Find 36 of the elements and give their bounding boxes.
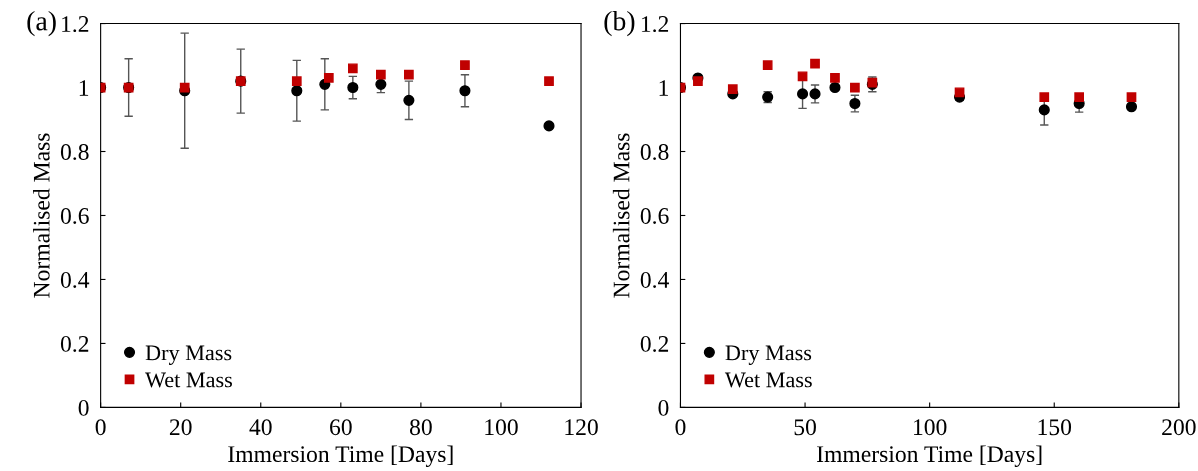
- y-tick-label: 1.2: [62, 16, 89, 33]
- y-tick-label: 0.4: [640, 271, 669, 288]
- y-tick-label: 0.6: [60, 207, 89, 225]
- chart-title: (b): [604, 10, 635, 37]
- x-tick-label: 120: [565, 419, 598, 436]
- legend-label: Dry Mass: [725, 345, 812, 365]
- x-tick-label: 80: [409, 419, 432, 436]
- x-tick-label: 20: [169, 419, 192, 436]
- x-tick-label: 60: [330, 419, 352, 436]
- x-tick-label: 100: [914, 419, 947, 436]
- y-tick-label: 0.4: [60, 271, 90, 288]
- x-tick-label: 50: [794, 419, 816, 436]
- y-tick-label: 1: [659, 80, 668, 96]
- y-tick-label: 1.2: [641, 16, 669, 33]
- x-tick-label: 150: [1038, 419, 1072, 436]
- legend-label: Dry Mass: [145, 345, 232, 365]
- x-axis-title: Immersion Time [Days]: [228, 445, 453, 467]
- y-tick-label: 0.2: [640, 335, 669, 352]
- y-tick-label: 0.6: [640, 207, 669, 225]
- x-tick-label: 200: [1162, 419, 1196, 436]
- legend-label: Wet Mass: [724, 372, 812, 388]
- x-tick-label: 0: [675, 419, 686, 436]
- y-tick-label: 0: [78, 399, 89, 416]
- y-tick-label: 0.8: [60, 144, 89, 161]
- y-tick-label: 0: [658, 399, 669, 416]
- y-tick-label: 0.8: [640, 144, 669, 161]
- x-tick-label: 100: [485, 419, 518, 436]
- y-tick-label: 1: [79, 80, 89, 96]
- x-axis-title: Immersion Time [Days]: [817, 445, 1042, 467]
- legend-label: Wet Mass: [145, 372, 232, 388]
- chart-title: (a): [27, 10, 56, 37]
- y-tick-label: 0.2: [60, 335, 89, 352]
- y-axis-title: Normalised Mass: [612, 133, 630, 298]
- x-tick-label: 40: [249, 419, 272, 436]
- x-tick-label: 0: [95, 419, 106, 436]
- y-axis-title: Normalised Mass: [33, 133, 50, 298]
